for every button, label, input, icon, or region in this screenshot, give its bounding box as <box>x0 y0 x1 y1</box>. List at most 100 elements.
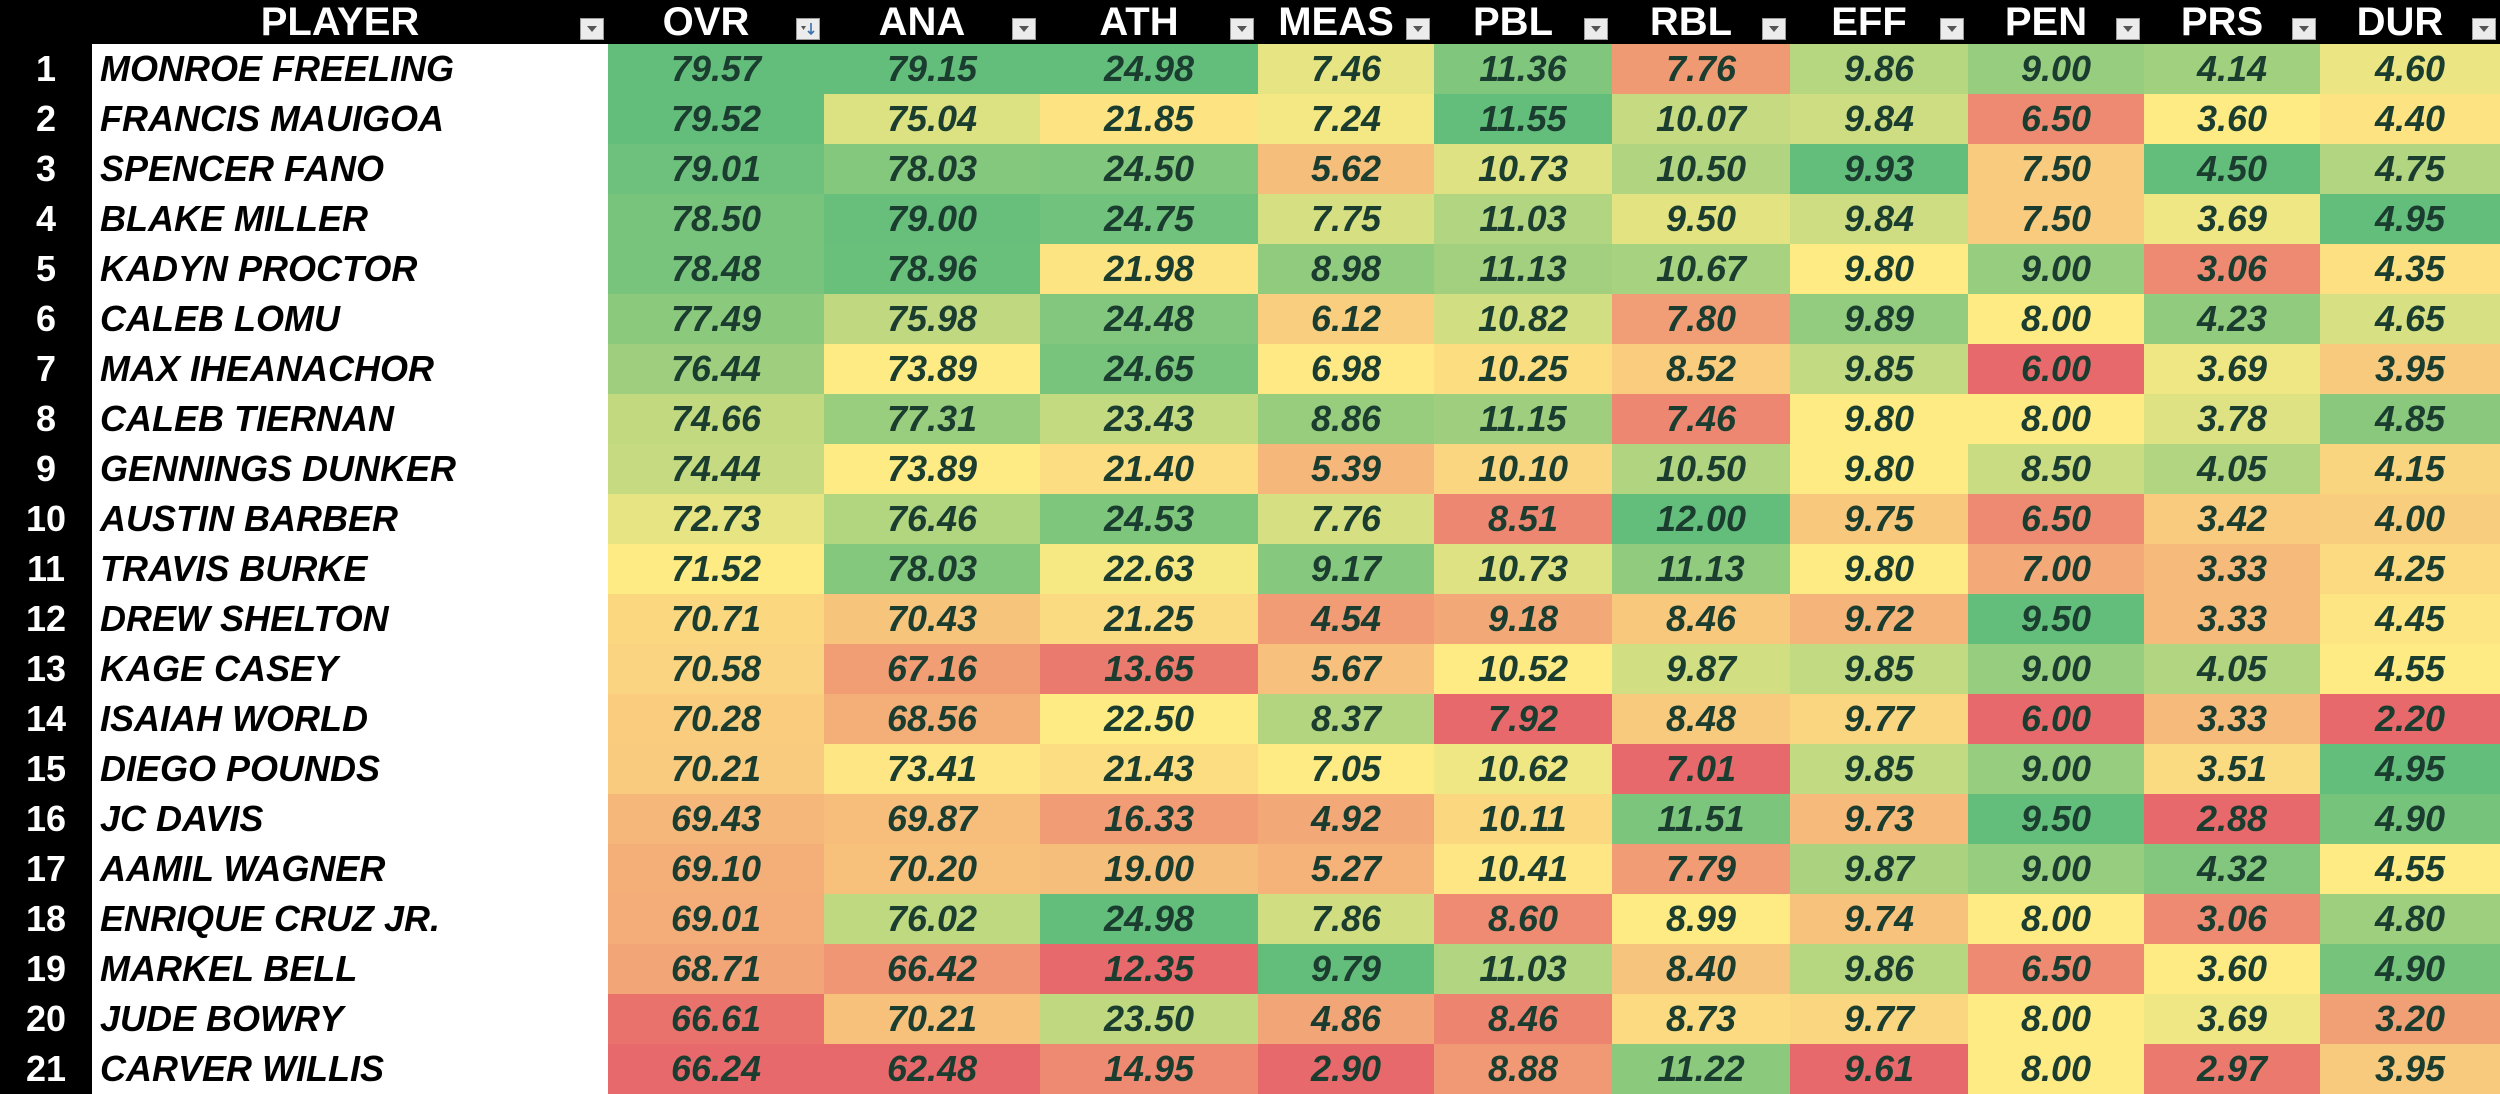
stat-cell-pbl[interactable]: 10.10 <box>1434 444 1612 494</box>
stat-cell-ath[interactable]: 24.98 <box>1040 894 1258 944</box>
header-pbl[interactable]: PBL <box>1434 0 1612 44</box>
stat-cell-ana[interactable]: 79.15 <box>824 44 1040 94</box>
stat-cell-rbl[interactable]: 12.00 <box>1612 494 1790 544</box>
stat-cell-rbl[interactable]: 8.99 <box>1612 894 1790 944</box>
stat-cell-eff[interactable]: 9.85 <box>1790 644 1968 694</box>
stat-cell-eff[interactable]: 9.80 <box>1790 394 1968 444</box>
stat-cell-ath[interactable]: 21.85 <box>1040 94 1258 144</box>
stat-cell-meas[interactable]: 5.67 <box>1258 644 1434 694</box>
stat-cell-eff[interactable]: 9.77 <box>1790 994 1968 1044</box>
stat-cell-prs[interactable]: 4.23 <box>2144 294 2320 344</box>
stat-cell-ath[interactable]: 24.98 <box>1040 44 1258 94</box>
stat-cell-dur[interactable]: 4.55 <box>2320 844 2500 894</box>
stat-cell-ath[interactable]: 14.95 <box>1040 1044 1258 1094</box>
stat-cell-rbl[interactable]: 11.22 <box>1612 1044 1790 1094</box>
stat-cell-ath[interactable]: 24.50 <box>1040 144 1258 194</box>
filter-dropdown-button[interactable] <box>2292 18 2316 40</box>
stat-cell-eff[interactable]: 9.73 <box>1790 794 1968 844</box>
stat-cell-ovr[interactable]: 79.57 <box>608 44 824 94</box>
stat-cell-rbl[interactable]: 11.13 <box>1612 544 1790 594</box>
stat-cell-pbl[interactable]: 10.11 <box>1434 794 1612 844</box>
stat-cell-pen[interactable]: 8.50 <box>1968 444 2144 494</box>
stat-cell-dur[interactable]: 4.75 <box>2320 144 2500 194</box>
stat-cell-rbl[interactable]: 7.01 <box>1612 744 1790 794</box>
stat-cell-ovr[interactable]: 78.48 <box>608 244 824 294</box>
stat-cell-ana[interactable]: 76.46 <box>824 494 1040 544</box>
stat-cell-eff[interactable]: 9.87 <box>1790 844 1968 894</box>
stat-cell-prs[interactable]: 3.69 <box>2144 344 2320 394</box>
stat-cell-pbl[interactable]: 10.62 <box>1434 744 1612 794</box>
stat-cell-pen[interactable]: 6.50 <box>1968 494 2144 544</box>
stat-cell-rbl[interactable]: 8.40 <box>1612 944 1790 994</box>
stat-cell-meas[interactable]: 7.86 <box>1258 894 1434 944</box>
stat-cell-eff[interactable]: 9.80 <box>1790 544 1968 594</box>
stat-cell-pen[interactable]: 9.00 <box>1968 744 2144 794</box>
stat-cell-ath[interactable]: 22.50 <box>1040 694 1258 744</box>
stat-cell-ath[interactable]: 24.48 <box>1040 294 1258 344</box>
stat-cell-prs[interactable]: 4.05 <box>2144 644 2320 694</box>
stat-cell-meas[interactable]: 9.79 <box>1258 944 1434 994</box>
stat-cell-pbl[interactable]: 10.52 <box>1434 644 1612 694</box>
stat-cell-pbl[interactable]: 11.03 <box>1434 194 1612 244</box>
stat-cell-eff[interactable]: 9.75 <box>1790 494 1968 544</box>
stat-cell-pen[interactable]: 8.00 <box>1968 1044 2144 1094</box>
stat-cell-dur[interactable]: 4.40 <box>2320 94 2500 144</box>
sort-filter-button[interactable] <box>796 18 820 40</box>
stat-cell-ath[interactable]: 23.50 <box>1040 994 1258 1044</box>
stat-cell-prs[interactable]: 2.97 <box>2144 1044 2320 1094</box>
stat-cell-pbl[interactable]: 8.51 <box>1434 494 1612 544</box>
header-eff[interactable]: EFF <box>1790 0 1968 44</box>
stat-cell-rbl[interactable]: 9.50 <box>1612 194 1790 244</box>
stat-cell-ath[interactable]: 13.65 <box>1040 644 1258 694</box>
stat-cell-ath[interactable]: 21.40 <box>1040 444 1258 494</box>
stat-cell-pbl[interactable]: 10.41 <box>1434 844 1612 894</box>
stat-cell-pbl[interactable]: 10.73 <box>1434 144 1612 194</box>
stat-cell-prs[interactable]: 4.14 <box>2144 44 2320 94</box>
stat-cell-pbl[interactable]: 11.03 <box>1434 944 1612 994</box>
stat-cell-ana[interactable]: 70.43 <box>824 594 1040 644</box>
stat-cell-ath[interactable]: 21.98 <box>1040 244 1258 294</box>
stat-cell-meas[interactable]: 2.90 <box>1258 1044 1434 1094</box>
stat-cell-pen[interactable]: 7.00 <box>1968 544 2144 594</box>
filter-dropdown-button[interactable] <box>1406 18 1430 40</box>
filter-dropdown-button[interactable] <box>1584 18 1608 40</box>
filter-dropdown-button[interactable] <box>580 18 604 40</box>
stat-cell-ath[interactable]: 16.33 <box>1040 794 1258 844</box>
stat-cell-pbl[interactable]: 11.36 <box>1434 44 1612 94</box>
stat-cell-meas[interactable]: 5.62 <box>1258 144 1434 194</box>
stat-cell-pbl[interactable]: 10.73 <box>1434 544 1612 594</box>
stat-cell-ovr[interactable]: 66.24 <box>608 1044 824 1094</box>
stat-cell-eff[interactable]: 9.85 <box>1790 744 1968 794</box>
stat-cell-rbl[interactable]: 10.67 <box>1612 244 1790 294</box>
stat-cell-prs[interactable]: 3.33 <box>2144 694 2320 744</box>
stat-cell-prs[interactable]: 3.33 <box>2144 594 2320 644</box>
stat-cell-pen[interactable]: 9.50 <box>1968 794 2144 844</box>
stat-cell-rbl[interactable]: 7.76 <box>1612 44 1790 94</box>
stat-cell-pen[interactable]: 7.50 <box>1968 194 2144 244</box>
stat-cell-eff[interactable]: 9.72 <box>1790 594 1968 644</box>
stat-cell-ana[interactable]: 70.20 <box>824 844 1040 894</box>
stat-cell-ovr[interactable]: 66.61 <box>608 994 824 1044</box>
stat-cell-eff[interactable]: 9.89 <box>1790 294 1968 344</box>
stat-cell-ana[interactable]: 75.04 <box>824 94 1040 144</box>
stat-cell-ath[interactable]: 12.35 <box>1040 944 1258 994</box>
stat-cell-rbl[interactable]: 7.80 <box>1612 294 1790 344</box>
stat-cell-ovr[interactable]: 71.52 <box>608 544 824 594</box>
stat-cell-meas[interactable]: 7.24 <box>1258 94 1434 144</box>
stat-cell-rbl[interactable]: 8.46 <box>1612 594 1790 644</box>
stat-cell-meas[interactable]: 7.05 <box>1258 744 1434 794</box>
stat-cell-dur[interactable]: 4.85 <box>2320 394 2500 444</box>
stat-cell-eff[interactable]: 9.74 <box>1790 894 1968 944</box>
stat-cell-rbl[interactable]: 10.07 <box>1612 94 1790 144</box>
stat-cell-prs[interactable]: 3.51 <box>2144 744 2320 794</box>
stat-cell-meas[interactable]: 4.54 <box>1258 594 1434 644</box>
stat-cell-pen[interactable]: 9.00 <box>1968 44 2144 94</box>
stat-cell-meas[interactable]: 9.17 <box>1258 544 1434 594</box>
stat-cell-pen[interactable]: 8.00 <box>1968 894 2144 944</box>
stat-cell-rbl[interactable]: 8.48 <box>1612 694 1790 744</box>
stat-cell-prs[interactable]: 4.50 <box>2144 144 2320 194</box>
stat-cell-pen[interactable]: 6.00 <box>1968 344 2144 394</box>
stat-cell-ovr[interactable]: 70.21 <box>608 744 824 794</box>
stat-cell-ana[interactable]: 62.48 <box>824 1044 1040 1094</box>
stat-cell-dur[interactable]: 3.95 <box>2320 1044 2500 1094</box>
